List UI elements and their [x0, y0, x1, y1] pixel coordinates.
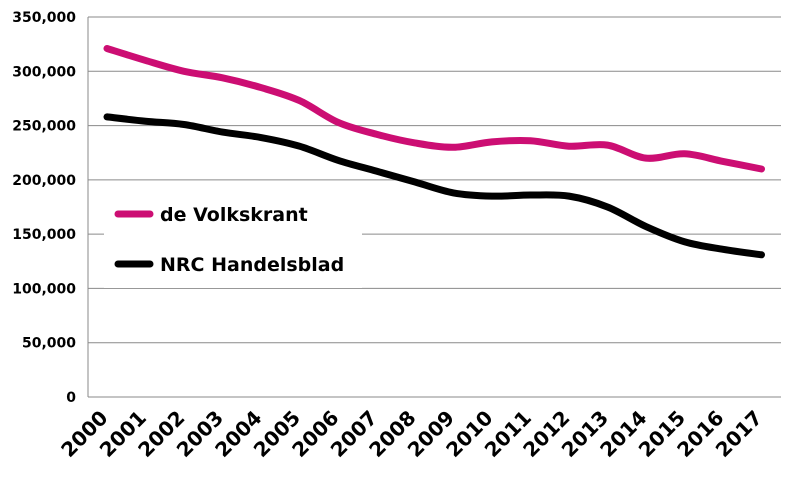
y-axis-ticks: 0 50,000 100,000 150,000 200,000 250,000 300,0… — [12, 10, 76, 406]
series-line-de-volkskrant — [103, 44, 765, 173]
legend: de Volkskrant NRC Handelsblad — [104, 192, 362, 288]
y-tick-label: 200,000 — [12, 173, 76, 189]
legend-label-nrc-handelsblad: NRC Handelsblad — [160, 254, 344, 276]
series-line-nrc-handelsblad — [103, 113, 765, 259]
legend-label-de-volkskrant: de Volkskrant — [160, 204, 308, 226]
y-tick-label: 100,000 — [12, 281, 76, 297]
y-tick-label: 150,000 — [12, 227, 76, 243]
x-axis-ticks: 2000200120022003200420052006200720082009… — [56, 406, 767, 462]
y-tick-label: 350,000 — [12, 10, 76, 26]
y-tick-label: 0 — [66, 390, 76, 406]
y-tick-label: 250,000 — [12, 119, 76, 135]
gridlines — [88, 16, 781, 344]
axes — [87, 17, 781, 398]
y-tick-label: 300,000 — [12, 64, 76, 80]
series-lines — [103, 44, 765, 259]
legend-box — [104, 192, 362, 288]
y-tick-label: 50,000 — [22, 336, 76, 352]
